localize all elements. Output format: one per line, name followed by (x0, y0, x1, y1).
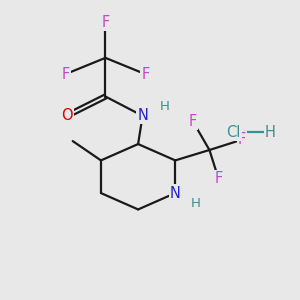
Text: O: O (61, 108, 73, 123)
Text: H: H (191, 197, 201, 210)
Text: F: F (61, 67, 69, 82)
Text: Cl: Cl (226, 125, 240, 140)
Text: N: N (137, 108, 148, 123)
Text: F: F (101, 15, 110, 30)
Text: N: N (170, 186, 181, 201)
Text: H: H (160, 100, 170, 113)
Text: H: H (265, 125, 276, 140)
Text: F: F (189, 114, 197, 129)
Text: F: F (238, 132, 246, 147)
Text: F: F (141, 67, 150, 82)
Text: F: F (214, 171, 223, 186)
